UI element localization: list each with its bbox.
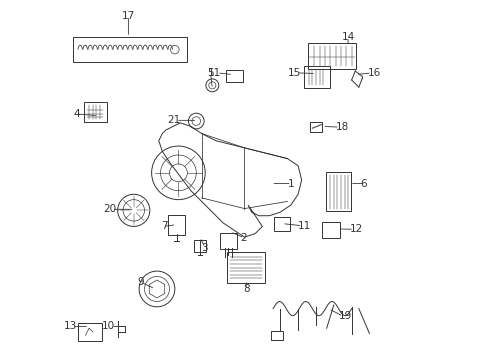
Text: 11: 11 bbox=[207, 68, 221, 78]
Text: 16: 16 bbox=[367, 68, 380, 78]
Text: 12: 12 bbox=[349, 224, 363, 234]
Text: 7: 7 bbox=[161, 221, 167, 231]
Text: 1: 1 bbox=[287, 179, 293, 189]
Text: 21: 21 bbox=[166, 115, 180, 125]
Text: 20: 20 bbox=[102, 204, 116, 214]
Text: 9: 9 bbox=[138, 277, 144, 287]
Text: 15: 15 bbox=[287, 68, 300, 78]
Text: 17: 17 bbox=[122, 11, 135, 21]
Text: 19: 19 bbox=[339, 311, 352, 321]
Text: 5: 5 bbox=[207, 68, 213, 78]
Text: 13: 13 bbox=[63, 321, 77, 332]
Text: 8: 8 bbox=[243, 284, 249, 294]
Text: 14: 14 bbox=[341, 32, 354, 42]
Text: 11: 11 bbox=[298, 221, 311, 231]
Text: 3: 3 bbox=[201, 243, 207, 253]
Text: 10: 10 bbox=[102, 321, 115, 332]
Text: 4: 4 bbox=[73, 109, 80, 119]
Text: 2: 2 bbox=[240, 233, 246, 243]
Text: 18: 18 bbox=[335, 122, 348, 132]
Text: 6: 6 bbox=[360, 179, 366, 189]
